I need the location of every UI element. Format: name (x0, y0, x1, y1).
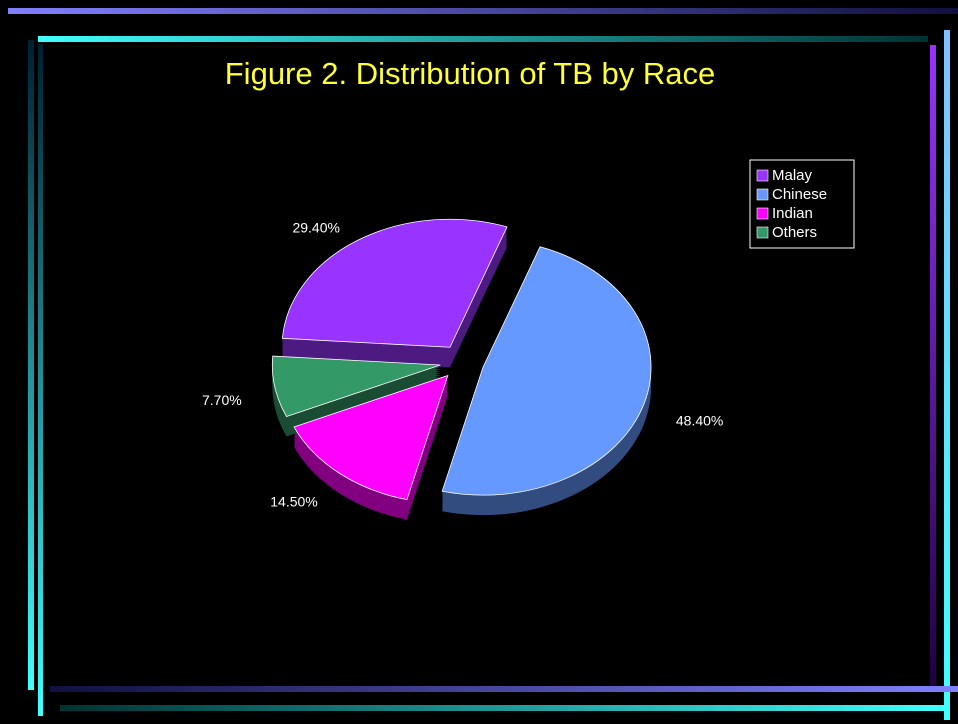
decor-bar (8, 8, 958, 14)
decor-bar (38, 44, 43, 716)
data-label: 7.70% (202, 392, 242, 408)
decor-bar (38, 36, 928, 42)
pie: 29.40% 48.40% 14.50% 7.70% (202, 218, 723, 520)
data-label: 48.40% (676, 413, 723, 429)
slice (441, 246, 652, 496)
legend-swatch (756, 226, 769, 239)
legend: Malay Chinese Indian Others (749, 159, 855, 249)
decor-bar (50, 686, 958, 692)
slice (293, 374, 449, 501)
chart-title: Figure 2. Distribution of TB by Race (225, 56, 715, 91)
legend-swatch (756, 188, 769, 201)
decor-bar (28, 40, 34, 690)
legend-label: Malay (772, 167, 813, 184)
legend-swatch (756, 169, 769, 182)
slice (281, 218, 508, 348)
legend-label: Chinese (772, 186, 827, 203)
legend-label: Indian (772, 205, 813, 222)
decor-bar (944, 30, 950, 720)
decor-bar (60, 705, 950, 711)
legend-swatch (756, 207, 769, 220)
slice (271, 355, 441, 417)
data-label: 14.50% (270, 494, 317, 510)
data-label: 29.40% (292, 219, 339, 235)
decor-bar (930, 45, 936, 690)
legend-label: Others (772, 224, 817, 241)
